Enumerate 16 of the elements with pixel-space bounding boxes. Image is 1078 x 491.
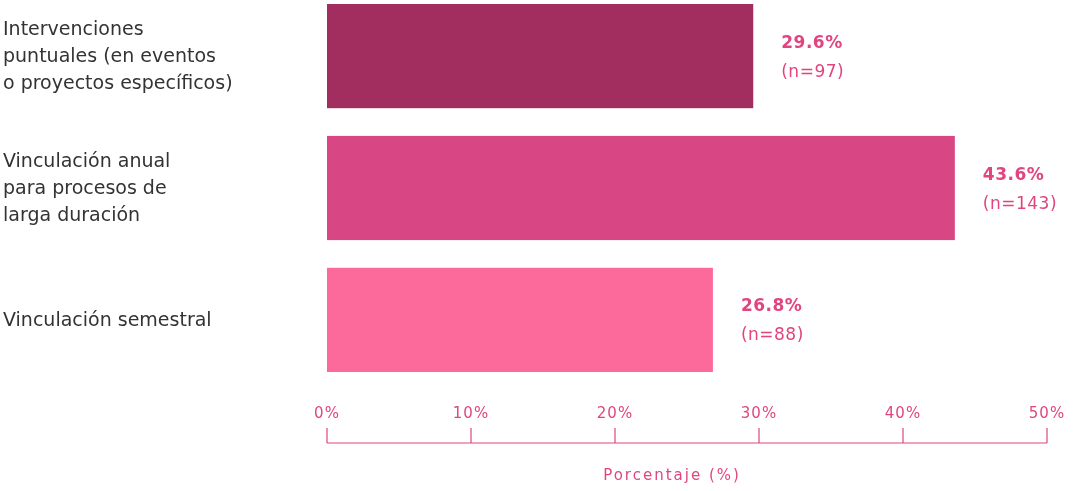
bar: [327, 4, 754, 109]
x-tick-label: 0%: [314, 404, 340, 422]
x-tick-label: 50%: [1028, 404, 1066, 422]
x-tick-label: 20%: [596, 404, 634, 422]
data-label: 26.8% (n=88): [740, 295, 804, 345]
x-axis-title: Porcentaje (%): [603, 466, 741, 484]
x-tick-label: 40%: [884, 404, 922, 422]
y-tick-label: Intervenciones puntuales (en eventos o proyectos específicos): [3, 17, 233, 94]
x-tick-label: 10%: [452, 404, 490, 422]
y-tick-label: Vinculación anual para procesos de larga duración: [3, 149, 171, 225]
x-tick-label: 30%: [740, 404, 778, 422]
y-tick-label: Vinculación semestral: [3, 307, 212, 330]
data-label: 43.6% (n=143): [982, 163, 1058, 213]
bar: [327, 135, 955, 241]
bar: [327, 267, 713, 372]
data-label: 29.6% (n=97): [781, 31, 845, 81]
